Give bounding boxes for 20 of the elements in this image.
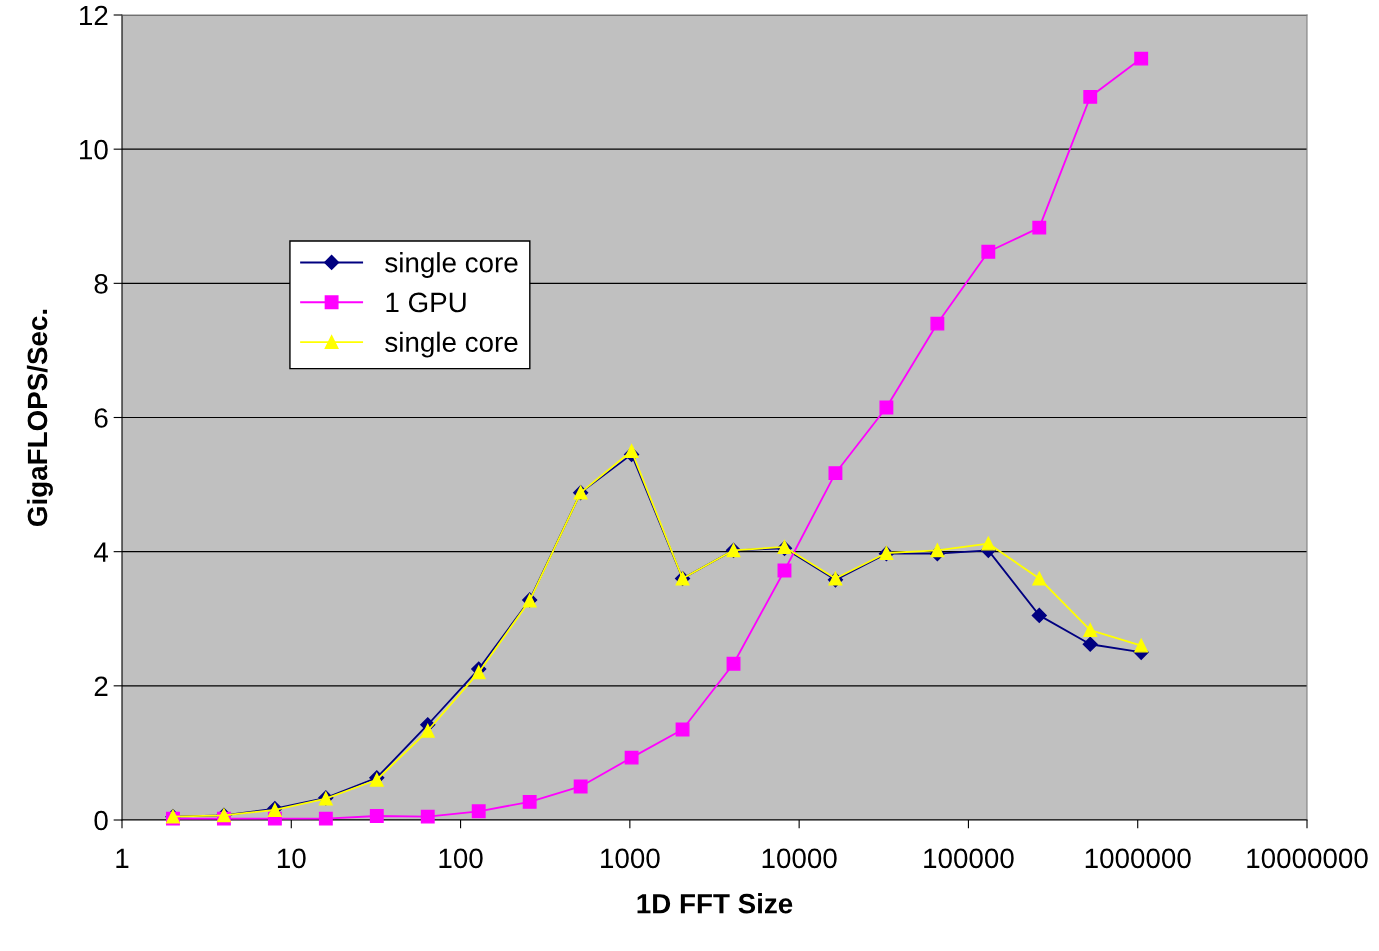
y-tick-label: 12 — [80, 5, 108, 26]
y-tick-label: 6 — [94, 408, 108, 428]
x-tick-label: 100 — [439, 848, 483, 869]
x-tick-label: 10 — [277, 848, 306, 869]
legend-label: single core — [385, 252, 518, 278]
y-tick-label: 2 — [94, 676, 108, 696]
y-tick-label: 4 — [94, 542, 108, 562]
y-tick-label: 8 — [94, 274, 108, 294]
legend-label: 1 GPU — [386, 292, 466, 313]
y-axis-title: GigaFLOPS/Sec. — [26, 309, 53, 526]
y-tick-label: 10 — [80, 139, 108, 160]
x-tick-label: 10000000 — [1247, 848, 1368, 869]
x-tick-label: 100000 — [924, 848, 1014, 869]
x-tick-label: 10000 — [762, 848, 837, 869]
y-tick-label: 0 — [94, 810, 108, 831]
x-tick-label: 1000000 — [1085, 848, 1191, 869]
legend-label: single core — [385, 331, 518, 358]
x-tick-label: 1 — [116, 848, 129, 868]
x-axis-title: 1D FFT Size — [637, 893, 793, 914]
x-tick-label: 1000 — [601, 848, 660, 869]
